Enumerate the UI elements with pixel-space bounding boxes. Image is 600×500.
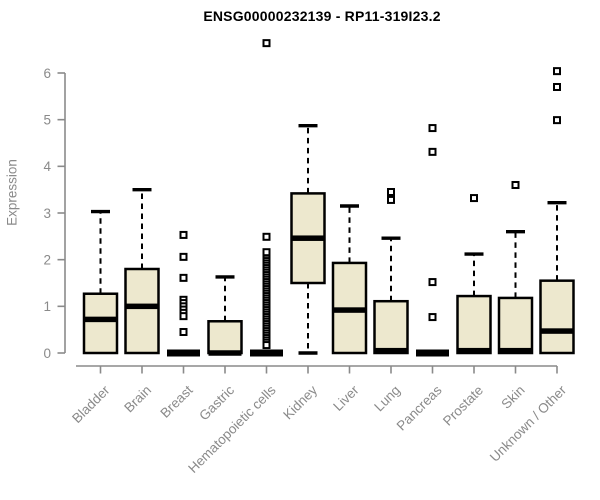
median-line [540,328,574,334]
collapsed-box [250,349,283,357]
y-tick-label: 5 [43,112,51,127]
x-tick-label: Brain [121,383,154,416]
outlier-point [262,39,271,48]
outlier-point [553,67,561,76]
x-tick-label: Prostate [440,383,486,429]
outlier-point [179,230,188,239]
x-tick-label: Skin [498,383,527,412]
outlier-point [428,313,437,322]
outlier-point [387,187,395,196]
x-tick-label: Gastric [196,382,237,423]
outlier-point [387,195,395,204]
median-line [84,316,117,323]
box [539,279,575,355]
x-tick-label: Kidney [280,382,320,422]
collapsed-box [167,349,200,357]
median-line [333,307,366,313]
median-line [499,347,532,354]
y-tick-label: 6 [43,66,51,81]
outlier-point [470,194,478,203]
box [497,296,534,355]
outlier-point [179,312,188,321]
outlier-point [262,341,271,350]
median-line [457,347,491,354]
outlier-point [262,232,271,241]
median-line [291,235,325,241]
median-line [374,347,408,354]
outlier-point [511,180,520,189]
y-tick-label: 4 [43,159,51,174]
y-tick-label: 3 [43,206,51,221]
outlier-point [179,273,188,282]
x-tick-label: Lung [371,383,403,415]
outlier-point [553,82,561,91]
outlier-point [553,116,561,125]
x-tick-label: Unknown / Other [487,382,570,465]
outlier-point [179,327,188,336]
median-line [125,303,159,310]
outlier-point [428,124,437,133]
x-tick-label: Liver [330,382,362,414]
box [373,299,409,355]
outlier-point [262,248,271,257]
outlier-point [179,252,188,261]
x-tick-label: Breast [157,382,195,420]
box [82,292,119,355]
y-tick-label: 2 [43,252,51,267]
median-line [208,350,242,356]
box [124,267,160,355]
box [456,294,492,355]
outlier-point [428,147,437,156]
collapsed-box [416,349,449,357]
chart-title: ENSG00000232139 - RP11-319I23.2 [203,8,441,24]
outlier-point [428,278,437,287]
box [207,320,243,355]
x-tick-label: Bladder [69,382,113,426]
y-tick-label: 1 [43,299,51,314]
y-tick-label: 0 [43,346,51,361]
x-tick-label: Pancreas [394,382,445,433]
